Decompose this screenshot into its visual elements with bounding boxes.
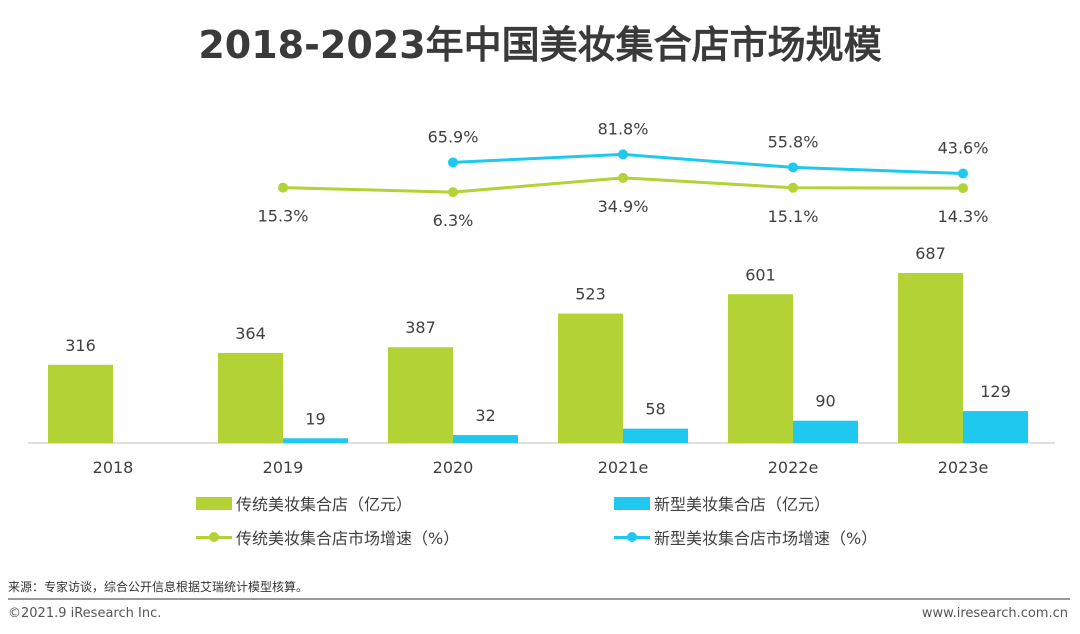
data-label: 43.6% — [938, 139, 989, 158]
data-label: 316 — [65, 336, 96, 355]
bar — [898, 272, 963, 443]
legend-label: 新型美妆集合店（亿元） — [654, 495, 831, 514]
line-point — [788, 182, 798, 193]
data-label: 129 — [980, 382, 1011, 401]
line-point — [278, 182, 288, 193]
line-point — [958, 183, 968, 194]
data-label: 15.1% — [768, 207, 819, 226]
legend-label: 传统美妆集合店（亿元） — [236, 495, 413, 514]
x-tick-label: 2020 — [433, 458, 474, 477]
legend-label: 传统美妆集合店市场增速（%） — [236, 529, 460, 548]
data-label: 34.9% — [598, 197, 649, 216]
data-label: 90 — [815, 392, 835, 411]
series-line — [452, 152, 964, 175]
data-label: 58 — [645, 400, 665, 419]
data-label: 19 — [305, 409, 325, 428]
bar — [623, 428, 688, 443]
line-point — [448, 187, 458, 198]
line-point — [448, 157, 458, 168]
line-point — [958, 168, 968, 179]
legend-line-marker — [614, 531, 650, 542]
x-tick-label: 2019 — [263, 458, 304, 477]
data-label: 32 — [475, 406, 495, 425]
copyright: ©2021.9 iResearch Inc. — [8, 606, 162, 621]
data-label: 55.8% — [768, 132, 819, 151]
x-tick-label: 2023e — [938, 458, 989, 477]
x-tick-label: 2018 — [93, 458, 134, 477]
legend-swatch — [196, 496, 232, 510]
legend-item-traditional-growth: 传统美妆集合店市场增速（%） — [196, 525, 459, 549]
line-point — [788, 162, 798, 173]
legend-line-marker — [196, 531, 232, 542]
bar — [218, 352, 283, 443]
bar — [283, 438, 348, 443]
data-label: 81.8% — [598, 119, 649, 138]
bar — [388, 347, 453, 443]
x-tick-label: 2022e — [768, 458, 819, 477]
bar — [453, 435, 518, 443]
data-label: 14.3% — [938, 207, 989, 226]
bar — [728, 294, 793, 443]
legend-swatch — [614, 496, 650, 510]
bar — [793, 420, 858, 443]
data-label: 523 — [575, 285, 606, 304]
data-label: 15.3% — [258, 207, 309, 226]
website-link[interactable]: www.iresearch.com.cn — [921, 606, 1068, 621]
bar — [963, 411, 1028, 443]
bar — [558, 313, 623, 443]
data-label: 601 — [745, 265, 776, 284]
data-label: 387 — [405, 318, 436, 337]
x-tick-label: 2021e — [598, 458, 649, 477]
line-point — [618, 172, 628, 183]
data-label: 364 — [235, 324, 266, 343]
data-label: 687 — [915, 244, 946, 263]
source-note: 来源：专家访谈，综合公开信息根据艾瑞统计模型核算。 — [8, 580, 309, 594]
legend-item-new-size: 新型美妆集合店（亿元） — [614, 491, 830, 515]
data-label: 6.3% — [433, 211, 474, 230]
legend-label: 新型美妆集合店市场增速（%） — [654, 529, 878, 548]
footer-divider — [8, 598, 1070, 600]
legend-item-new-growth: 新型美妆集合店市场增速（%） — [614, 525, 877, 549]
legend-item-traditional-size: 传统美妆集合店（亿元） — [196, 491, 412, 515]
line-point — [618, 149, 628, 160]
chart-title: 2018-2023年中国美妆集合店市场规模 — [198, 23, 882, 67]
data-label: 65.9% — [428, 127, 479, 146]
bar — [48, 364, 113, 443]
